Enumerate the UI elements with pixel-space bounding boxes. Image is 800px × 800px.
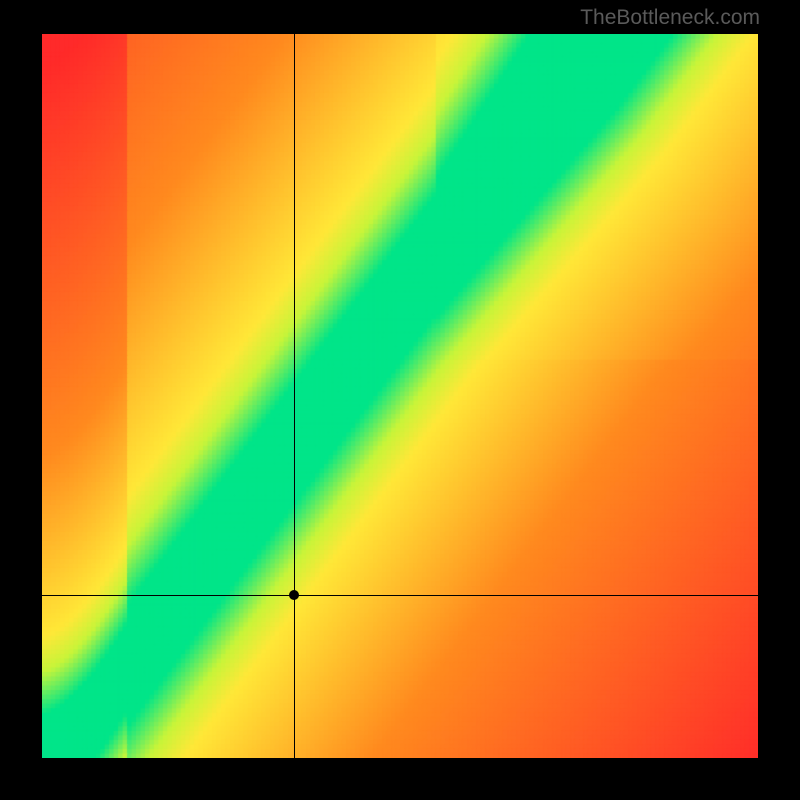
- crosshair-horizontal-line: [42, 595, 758, 596]
- crosshair-vertical-line: [294, 34, 295, 758]
- heatmap-plot-area: [42, 34, 758, 758]
- heatmap-canvas: [42, 34, 758, 758]
- crosshair-marker: [289, 590, 299, 600]
- watermark-text: TheBottleneck.com: [580, 6, 760, 30]
